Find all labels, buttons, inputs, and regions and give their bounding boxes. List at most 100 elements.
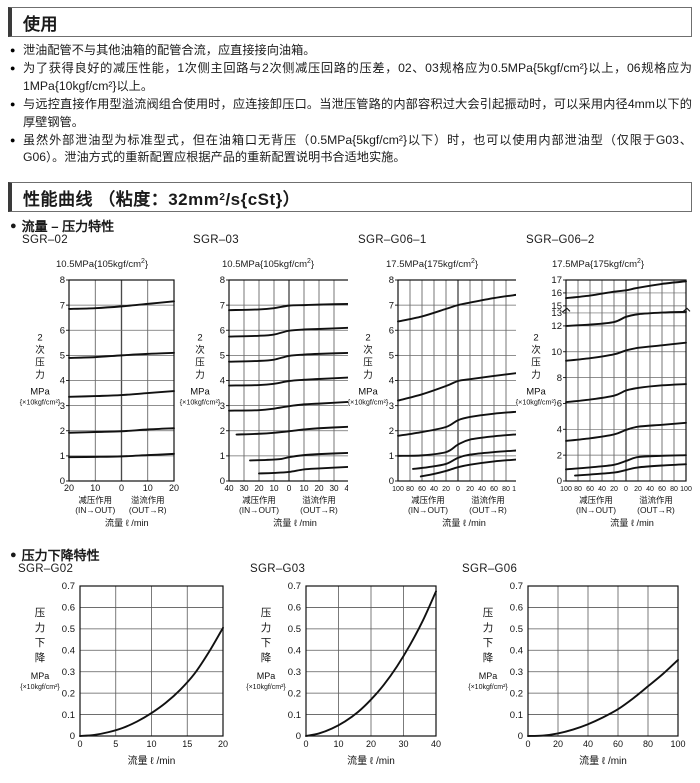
bullet-dot-icon: ● — [10, 548, 17, 561]
svg-text:0: 0 — [557, 476, 562, 487]
bullet-dot-icon: ● — [10, 99, 16, 110]
caption-brace: {105kgf/cm — [260, 259, 308, 271]
subsection-pressure-drop: ● 压力下降特性 — [10, 545, 100, 564]
list-item: ● 虽然外部泄油型为标准型式，但在油箱口无背压（0.5MPa{5kgf/cm²}… — [10, 132, 692, 167]
svg-text:(IN→OUT): (IN→OUT) — [239, 505, 279, 515]
chart-caption-sgr-g06-1: 17.5MPa{175kgf/cm2} — [386, 258, 478, 270]
svg-text:流量 ℓ /min: 流量 ℓ /min — [442, 517, 486, 528]
section-header-usage: 使用 — [8, 7, 692, 37]
svg-text:40: 40 — [478, 486, 486, 493]
section-title-performance-suffix: /s{cSt}） — [225, 189, 301, 209]
section-title-usage: 使用 — [23, 14, 58, 34]
svg-text:流量 ℓ /min: 流量 ℓ /min — [579, 754, 627, 767]
svg-text:减压作用: 减压作用 — [79, 495, 113, 505]
svg-text:20: 20 — [314, 484, 324, 493]
svg-text:0.4: 0.4 — [510, 645, 523, 656]
svg-text:0.3: 0.3 — [510, 667, 523, 678]
chart-sgr-02: 0 1 2 3 4 5 6 7 8 20 10 0 10 20 2 次压力 MPa {×10kgf/cm²} 减压作… — [0, 270, 180, 535]
svg-text:6: 6 — [389, 325, 394, 336]
caption-sup: 2 — [637, 258, 641, 265]
svg-text:压: 压 — [363, 357, 373, 368]
svg-text:0.2: 0.2 — [288, 688, 301, 699]
svg-text:1: 1 — [60, 451, 65, 462]
svg-text:100: 100 — [670, 739, 685, 749]
svg-text:降: 降 — [261, 651, 272, 664]
svg-text:80: 80 — [670, 486, 678, 493]
svg-text:0.1: 0.1 — [288, 710, 301, 721]
svg-text:5: 5 — [60, 351, 65, 362]
svg-text:20: 20 — [218, 739, 228, 749]
svg-text:下: 下 — [35, 637, 46, 649]
svg-text:{×10kgf/cm²}: {×10kgf/cm²} — [246, 684, 286, 691]
svg-text:溢流作用: 溢流作用 — [471, 495, 505, 505]
svg-text:1: 1 — [389, 451, 394, 462]
svg-text:8: 8 — [60, 275, 65, 286]
svg-text:2: 2 — [557, 450, 562, 461]
svg-text:20: 20 — [366, 739, 376, 749]
svg-text:MPa: MPa — [257, 671, 276, 681]
svg-text:MPa: MPa — [190, 386, 210, 397]
caption-end: } — [310, 259, 315, 271]
caption-brace: {105kgf/cm — [94, 259, 142, 271]
svg-text:0.6: 0.6 — [62, 603, 75, 614]
svg-text:0.6: 0.6 — [510, 603, 523, 614]
svg-text:MPa: MPa — [358, 386, 378, 397]
svg-text:6: 6 — [220, 325, 225, 336]
svg-text:溢流作用: 溢流作用 — [302, 495, 336, 505]
svg-text:20: 20 — [64, 483, 74, 493]
svg-text:压: 压 — [531, 357, 541, 368]
subsection-label: 流量 – 压力特性 — [21, 219, 115, 234]
svg-text:80: 80 — [502, 486, 510, 493]
svg-text:力: 力 — [261, 621, 272, 634]
svg-text:0: 0 — [77, 739, 82, 749]
bullet-dot-icon: ● — [10, 219, 17, 232]
svg-text:0: 0 — [525, 739, 530, 749]
svg-text:30: 30 — [329, 484, 339, 493]
svg-text:0.6: 0.6 — [288, 603, 301, 614]
svg-text:20: 20 — [442, 486, 450, 493]
svg-text:力: 力 — [531, 369, 541, 381]
svg-text:0: 0 — [389, 476, 394, 487]
svg-text:{×10kgf/cm²}: {×10kgf/cm²} — [468, 684, 508, 691]
svg-text:次: 次 — [363, 344, 373, 356]
list-item: ● 与远控直接作用型溢流阀组合使用时，应连接卸压口。当泄压管路的内部容积过大会引… — [10, 96, 692, 131]
svg-text:次: 次 — [35, 344, 45, 356]
svg-text:7: 7 — [60, 300, 65, 311]
caption-brace: {175kgf/cm — [424, 259, 472, 271]
svg-text:{×10kgf/cm²}: {×10kgf/cm²} — [348, 397, 389, 406]
list-item-text: 为了获得良好的减压性能，1次侧主回路与2次侧减压回路的压差，02、03规格应为0… — [23, 61, 692, 93]
subsection-flow-pressure: ● 流量 – 压力特性 — [10, 216, 114, 235]
chart-title-sgr-g06-1: SGR–G06–1 — [358, 234, 427, 246]
svg-text:16: 16 — [551, 288, 562, 299]
svg-text:流量 ℓ /min: 流量 ℓ /min — [610, 517, 654, 528]
svg-text:3: 3 — [60, 401, 65, 412]
svg-text:(OUT→R): (OUT→R) — [129, 505, 167, 515]
svg-text:80: 80 — [406, 486, 414, 493]
svg-text:{×10kgf/cm²}: {×10kgf/cm²} — [20, 397, 61, 406]
svg-text:60: 60 — [418, 486, 426, 493]
subsection-label: 压力下降特性 — [21, 548, 100, 563]
caption-main: 10.5MPa — [222, 259, 261, 271]
svg-text:0.4: 0.4 — [62, 645, 75, 656]
svg-text:0: 0 — [60, 476, 65, 487]
svg-text:10: 10 — [90, 483, 100, 493]
svg-text:力: 力 — [483, 621, 494, 634]
svg-text:溢流作用: 溢流作用 — [639, 495, 673, 505]
svg-text:0: 0 — [220, 476, 225, 487]
bullet-dot-icon: ● — [10, 45, 16, 55]
svg-text:10: 10 — [299, 484, 309, 493]
svg-text:60: 60 — [490, 486, 498, 493]
list-item: ● 为了获得良好的减压性能，1次侧主回路与2次侧减压回路的压差，02、03规格应… — [10, 60, 692, 95]
svg-text:压: 压 — [195, 357, 205, 368]
svg-text:0.5: 0.5 — [510, 624, 523, 635]
svg-text:0.1: 0.1 — [510, 710, 523, 721]
chart-sgr-g06-drop: 0 20 40 60 80 100 0 0.1 0.2 0.3 0.4 0.5 0.6 0.7 压力下降 MP… — [446, 578, 696, 783]
svg-text:压: 压 — [35, 357, 45, 368]
svg-text:20: 20 — [553, 739, 563, 749]
svg-text:减压作用: 减压作用 — [242, 495, 276, 505]
svg-text:6: 6 — [60, 325, 65, 336]
svg-text:0: 0 — [287, 484, 292, 493]
svg-text:40: 40 — [598, 486, 606, 493]
svg-text:力: 力 — [35, 621, 46, 634]
